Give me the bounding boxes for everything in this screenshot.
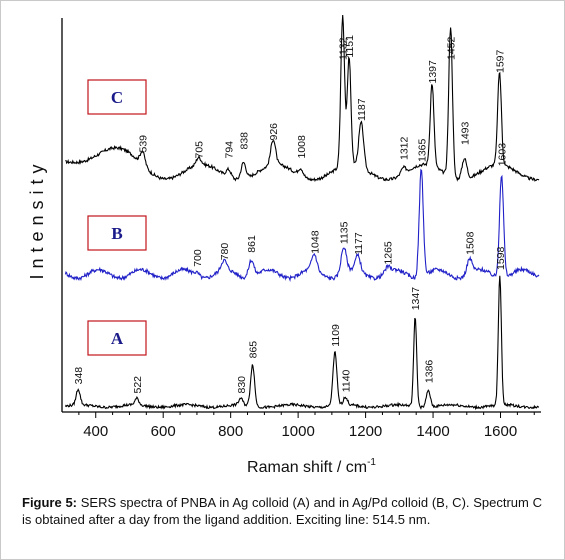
- peak-label-c: 794: [224, 141, 236, 159]
- peak-label-b: 1177: [353, 232, 365, 255]
- y-axis-title: Intensity: [27, 158, 47, 279]
- spectrum-box-b: [87, 215, 147, 251]
- peak-label-b: 700: [192, 249, 204, 267]
- spectrum-labels: C B A: [87, 79, 147, 356]
- x-tick-label: 1200: [349, 423, 382, 440]
- peak-label-b: 1048: [309, 230, 321, 254]
- peak-label-b: 861: [246, 235, 258, 253]
- spectrum-box-label-a: A: [111, 329, 124, 348]
- peak-label-b: 1135: [339, 221, 351, 244]
- spectrum-box-a: [87, 320, 147, 356]
- x-ticks: 400 600 800 1000 1200 1400 1600: [78, 412, 535, 440]
- peak-label-a: 1347: [410, 287, 422, 311]
- peak-label-a: 348: [73, 367, 85, 385]
- peak-label-a: 1386: [423, 360, 435, 384]
- spectra-lines: [64, 14, 540, 411]
- x-axis-title: Raman shift / cm-1: [247, 457, 376, 476]
- peak-label-a: 1109: [330, 324, 342, 347]
- peak-label-a: 865: [248, 341, 260, 359]
- spectrum-box-label-c: C: [111, 88, 123, 107]
- peak-label-c: 1187: [356, 98, 368, 121]
- spectrum-box-label-b: B: [111, 224, 122, 243]
- caption-label: Figure 5:: [22, 495, 78, 510]
- peak-label-c: 1151: [344, 35, 356, 58]
- chart-axes: [61, 18, 541, 413]
- peak-label-a: 1598: [495, 246, 507, 270]
- spectrum-box-c: [87, 79, 147, 115]
- spectrum-line-c: [65, 14, 540, 183]
- caption-text: SERS spectra of PNBA in Ag colloid (A) a…: [22, 495, 542, 527]
- peak-label-c: 1493: [459, 121, 471, 145]
- peak-label-c: 1008: [296, 135, 308, 159]
- peak-label-a: 830: [236, 376, 248, 394]
- peak-label-c: 539: [138, 135, 150, 153]
- peak-label-c: 1452: [446, 36, 458, 60]
- x-tick-label: 1000: [281, 423, 314, 440]
- peak-label-b: 1603: [497, 143, 509, 167]
- peak-label-a: 522: [132, 376, 144, 394]
- x-tick-label: 1400: [416, 423, 449, 440]
- peak-label-c: 1597: [495, 49, 507, 73]
- figure-caption: Figure 5: SERS spectra of PNBA in Ag col…: [22, 494, 542, 528]
- peak-label-c: 1397: [427, 60, 439, 84]
- x-axis-title-text: Raman shift / cm: [247, 459, 367, 476]
- peak-label-b: 1508: [465, 231, 477, 255]
- spectrum-line-a: [64, 275, 540, 411]
- x-axis-title-superscript: -1: [367, 457, 376, 468]
- peak-label-b: 1365: [416, 138, 428, 162]
- peak-label-a: 1140: [340, 369, 352, 392]
- peak-label-c: 1132: [338, 37, 350, 60]
- x-tick-label: 400: [83, 423, 108, 440]
- peak-label-c: 705: [194, 141, 206, 159]
- x-tick-label: 1600: [484, 423, 517, 440]
- peak-label-c: 838: [239, 132, 251, 150]
- peak-label-b: 1265: [383, 241, 395, 265]
- peak-label-b: 780: [219, 243, 231, 261]
- x-tick-label: 600: [151, 423, 176, 440]
- peak-label-c: 926: [268, 123, 280, 141]
- spectrum-line-b: [64, 168, 540, 283]
- x-tick-label: 800: [218, 423, 243, 440]
- peak-label-c: 1312: [398, 136, 410, 160]
